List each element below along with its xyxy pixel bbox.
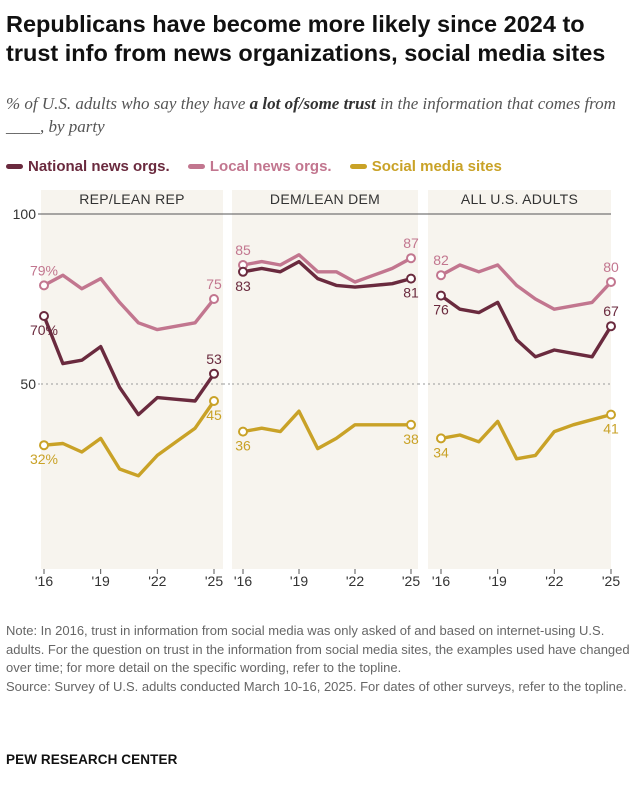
subtitle-lead: % of U.S. adults who say they have <box>6 94 250 113</box>
start-marker-national <box>238 266 248 277</box>
chart-legend: National news orgs. Local news orgs. Soc… <box>6 158 516 175</box>
series-line-social <box>42 399 216 478</box>
series-line-national <box>241 259 413 289</box>
legend-swatch-social <box>349 163 367 169</box>
x-tick-label: '25 <box>602 573 620 589</box>
end-label-national: 81 <box>403 285 419 301</box>
start-label-national: 76 <box>433 302 449 318</box>
end-marker-national <box>406 273 416 284</box>
end-label-local: 80 <box>603 259 619 275</box>
subtitle-emphasis: a lot of/some trust <box>249 94 376 113</box>
panel-3: ALL U.S. ADULTS '16 '19 '22 '25 34 41 82 80 76 67 <box>428 190 620 589</box>
end-label-social: 38 <box>403 431 419 447</box>
end-marker-national <box>209 368 219 379</box>
start-marker-social <box>238 426 248 437</box>
panel-background <box>232 190 418 569</box>
end-label-social: 41 <box>603 421 619 437</box>
legend-label-local: Local news orgs. <box>209 158 332 175</box>
end-label-national: 53 <box>206 351 222 367</box>
end-label-local: 75 <box>206 276 222 292</box>
panel-title: DEM/LEAN DEM <box>270 191 380 207</box>
series-line-local <box>241 253 413 284</box>
legend-item-local: Local news orgs. <box>187 158 332 175</box>
x-tick-label: '22 <box>148 573 166 589</box>
legend-label-social: Social media sites <box>371 158 502 175</box>
end-marker-local <box>606 277 616 287</box>
start-marker-national <box>436 290 446 301</box>
x-tick-label: '25 <box>205 573 223 589</box>
legend-swatch-national <box>6 163 23 169</box>
chart-notes: Note: In 2016, trust in information from… <box>6 622 634 696</box>
x-tick-label: '16 <box>432 573 450 589</box>
end-marker-local <box>209 294 219 304</box>
x-tick-label: '19 <box>489 573 507 589</box>
start-marker-local <box>39 280 49 291</box>
x-tick-label: '19 <box>290 573 308 589</box>
y-tick-label-50: 50 <box>20 376 36 392</box>
panel-title: ALL U.S. ADULTS <box>461 191 578 207</box>
start-label-local: 82 <box>433 252 449 268</box>
legend-item-social: Social media sites <box>349 158 502 175</box>
pew-brand: PEW RESEARCH CENTER <box>6 752 178 767</box>
series-line-local <box>42 273 216 332</box>
end-marker-national <box>606 321 616 332</box>
legend-item-national: National news orgs. <box>6 158 170 175</box>
chart-title: Republicans have become more likely sinc… <box>6 11 606 66</box>
chart-subtitle: % of U.S. adults who say they have a lot… <box>6 92 634 138</box>
line-chart-panels: 100 50 REP/LEAN REP '16 '19 '22 '25 32% 45 79% 75 7… <box>13 190 620 589</box>
end-marker-social <box>606 409 616 420</box>
series-line-national <box>439 293 613 359</box>
end-marker-social <box>406 419 416 430</box>
legend-label-national: National news orgs. <box>28 158 170 175</box>
start-label-social: 32% <box>30 451 58 467</box>
start-marker-social <box>39 440 49 451</box>
x-tick-label: '16 <box>35 573 53 589</box>
end-marker-local <box>406 253 416 264</box>
x-tick-label: '22 <box>545 573 563 589</box>
source-text: Source: Survey of U.S. adults conducted … <box>6 678 627 694</box>
end-marker-social <box>209 396 219 406</box>
start-label-national: 83 <box>235 278 251 294</box>
start-label-local: 85 <box>235 242 251 258</box>
series-line-social <box>439 412 613 461</box>
series-line-local <box>439 263 613 311</box>
y-tick-label-100: 100 <box>13 206 37 222</box>
panel-title: REP/LEAN REP <box>79 191 185 207</box>
series-line-national <box>42 314 216 417</box>
panel-1: REP/LEAN REP '16 '19 '22 '25 32% 45 79% 75 70% 53 <box>30 190 223 589</box>
start-label-national: 70% <box>30 322 58 338</box>
x-tick-label: '19 <box>92 573 110 589</box>
x-tick-label: '25 <box>402 573 420 589</box>
x-tick-label: '22 <box>346 573 364 589</box>
end-label-social: 45 <box>206 407 222 423</box>
legend-swatch-local <box>187 163 205 169</box>
subtitle-tail: in the information that comes from ____,… <box>6 94 616 136</box>
start-label-local: 79% <box>30 262 58 278</box>
start-marker-national <box>39 311 49 321</box>
start-marker-local <box>436 270 446 281</box>
note-text: Note: In 2016, trust in information from… <box>6 623 630 676</box>
series-line-social <box>241 409 413 451</box>
start-label-social: 36 <box>235 438 251 454</box>
start-marker-social <box>436 433 446 444</box>
start-label-social: 34 <box>433 444 449 460</box>
end-label-national: 67 <box>603 303 619 319</box>
panel-background <box>428 190 611 569</box>
x-tick-label: '16 <box>234 573 252 589</box>
end-label-local: 87 <box>403 235 419 251</box>
panel-background <box>41 190 223 569</box>
panel-2: DEM/LEAN DEM '16 '19 '22 '25 36 38 85 87 83 81 <box>232 190 420 589</box>
